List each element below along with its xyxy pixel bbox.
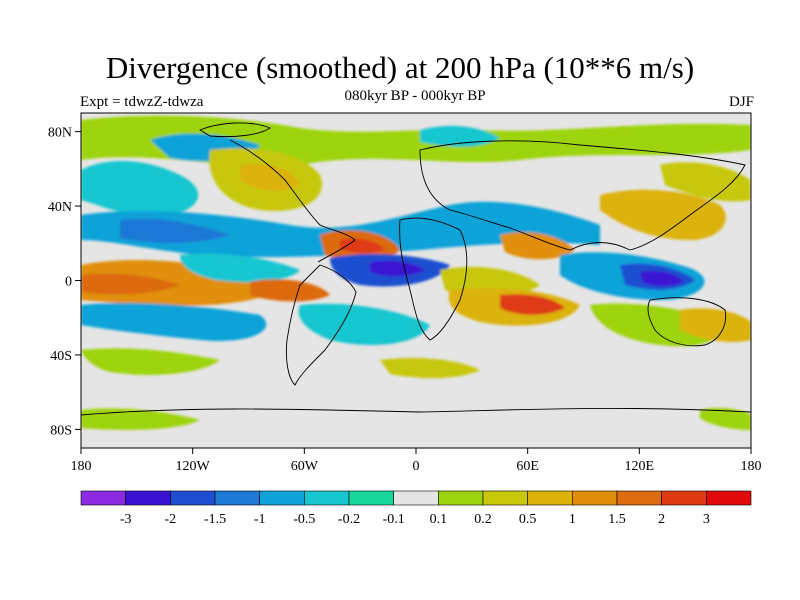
latitude-ticks: 80N 40N 0 40S 80S: [48, 126, 81, 438]
coastline-greenland: [198, 122, 271, 138]
field-spac-negative: [81, 303, 267, 341]
colorbar-swatch: [572, 490, 618, 506]
colorbar-label: -0.5: [293, 512, 315, 527]
subtitle-season: DJF: [728, 94, 754, 110]
colorbar-swatch: [393, 490, 439, 506]
colorbar-label: 1.5: [608, 512, 626, 527]
field-mc-negative-core: [640, 270, 684, 287]
colorbar-label: -1: [254, 512, 266, 527]
coastline-north-america: [229, 139, 356, 263]
coastline-antarctica: [81, 407, 751, 416]
colorbar-swatch: [706, 490, 752, 506]
colorbar-label: -1.5: [204, 512, 226, 527]
field-eqatl-negative-core: [370, 260, 425, 277]
lat-tick-label: 0: [65, 275, 72, 290]
field-namerica-positive-core: [240, 163, 300, 192]
colorbar-label: 3: [703, 512, 710, 527]
colorbar-swatch: [527, 490, 573, 506]
colorbar-label: 0.1: [430, 512, 448, 527]
coastline-africa: [399, 217, 468, 341]
colorbar: -3 -2 -1.5 -1 -0.5 -0.2 -0.1 0.1 0.2 0.5 1 1.5 2 3: [80, 490, 752, 527]
field-antarctic-positive: [81, 408, 200, 430]
field-tasman-positive: [680, 308, 751, 342]
field-sopac-positive: [81, 348, 220, 375]
colorbar-swatch: [482, 490, 528, 506]
coastlines: [81, 122, 751, 416]
subtitle-experiment: Expt = tdwzZ-tdwza: [80, 94, 204, 110]
colorbar-swatch: [304, 490, 350, 506]
coastline-south-america: [285, 264, 357, 386]
lon-tick-label: 60W: [291, 459, 319, 474]
field-npac-negative: [81, 160, 199, 217]
plot-title: Divergence (smoothed) at 200 hPa (10**6 …: [105, 50, 695, 85]
coastline-eurasia: [419, 140, 746, 251]
colorbar-label: -3: [120, 512, 132, 527]
subtitle-period: 080kyr BP - 000kyr BP: [344, 88, 486, 104]
colorbar-label: 2: [658, 512, 665, 527]
colorbar-label: 0.5: [519, 512, 537, 527]
field-epac-negative: [180, 253, 300, 283]
field-nasia-positive: [660, 162, 751, 202]
lat-tick-label: 80N: [48, 126, 72, 141]
lat-tick-label: 40N: [48, 200, 72, 215]
colorbar-label: -0.2: [338, 512, 360, 527]
lat-tick-label: 40S: [50, 349, 72, 364]
colorbar-label: -2: [164, 512, 176, 527]
field-subtropical-north-negative-core: [120, 218, 230, 243]
colorbar-swatch: [214, 490, 260, 506]
colorbar-swatch: [125, 490, 171, 506]
lon-tick-label: 180: [741, 459, 762, 474]
field-sio-positive-core: [500, 294, 565, 315]
coastline-australia: [647, 297, 727, 347]
colorbar-swatch: [170, 490, 216, 506]
lon-tick-label: 60E: [516, 459, 539, 474]
field-satl-negative: [298, 303, 430, 345]
lon-tick-label: 120E: [625, 459, 655, 474]
field-amazon-positive: [250, 279, 330, 302]
colorbar-label: -0.1: [383, 512, 405, 527]
colorbar-swatch: [259, 490, 305, 506]
colorbar-swatch: [438, 490, 484, 506]
longitude-ticks: 180 120W 60W 0 60E 120E 180: [71, 448, 762, 474]
lon-tick-label: 0: [413, 459, 420, 474]
colorbar-label: 1: [569, 512, 576, 527]
colorbar-swatch: [616, 490, 662, 506]
colorbar-swatch: [80, 490, 126, 506]
colorbar-label: 0.2: [474, 512, 492, 527]
lon-tick-label: 180: [71, 459, 92, 474]
colorbar-swatch: [661, 490, 707, 506]
field-arabia-positive: [500, 232, 575, 260]
field-cpac-positive-core: [81, 273, 180, 295]
lat-tick-label: 80S: [50, 423, 72, 438]
field-soatl-positive: [380, 358, 480, 379]
lon-tick-label: 120W: [176, 459, 211, 474]
field-antarctic-positive-2: [700, 407, 751, 430]
colorbar-swatch: [348, 490, 394, 506]
field-asia-positive: [600, 189, 726, 240]
